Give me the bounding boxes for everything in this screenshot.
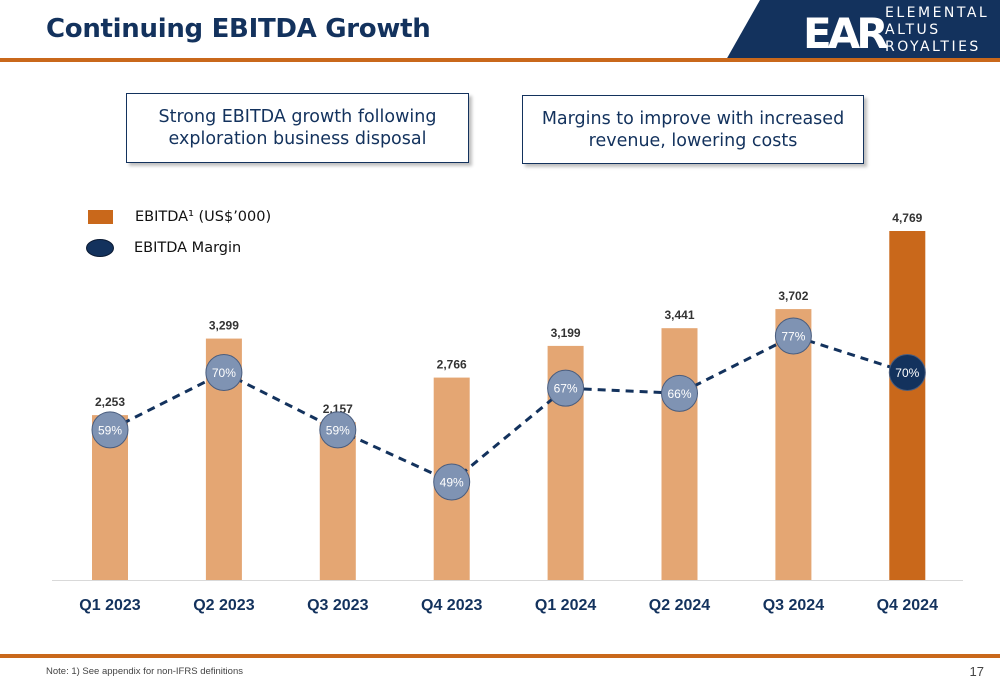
bar-value-label: 3,702 [778,289,808,303]
bar-value-label: 2,157 [323,402,353,416]
x-tick-label: Q3 2024 [763,597,824,614]
margin-value-label: 49% [440,476,464,490]
logo-wordmark: ELEMENTAL ALTUS ROYALTIES [885,5,989,56]
bar-value-label: 3,299 [209,319,239,333]
margin-marker [433,463,471,501]
margin-value-label: 70% [212,366,236,380]
ebitda-chart: 2,253 3,299 2,157 2,766 3,199 3,441 3,702 4,769… [52,211,963,614]
margin-marker [774,317,812,355]
legend-swatch-dot [86,239,114,257]
bar-value-label: 4,769 [892,211,922,225]
bar-ebitda [889,231,926,580]
bar-value-label: 2,253 [95,395,125,409]
header-rule [0,58,1000,62]
margin-value-label: 77% [781,330,805,344]
bar-ebitda [319,422,356,580]
bar-value-label: 3,199 [551,326,581,340]
margin-line [109,334,908,484]
margin-value-label: 66% [667,387,691,401]
legend-label-ebitda: EBITDA¹ (US$’000) [135,209,272,225]
bar-value-label: 2,766 [437,358,467,372]
footer-rule [0,654,1000,658]
x-tick-label: Q4 2023 [421,597,482,614]
slide-title: Continuing EBITDA Growth [46,14,431,44]
x-tick-label: Q1 2023 [79,597,140,614]
margin-marker [661,374,698,412]
x-tick-label: Q4 2024 [877,597,938,614]
legend-ebitda: EBITDA¹ (US$’000) [88,209,271,225]
margin-marker [319,411,357,449]
callout-margins: Margins to improve with increased revenu… [522,95,864,164]
x-tick-label: Q3 2023 [307,597,368,614]
margin-marker [205,354,243,391]
page-number: 17 [969,664,984,679]
x-tick-label: Q2 2023 [193,597,254,614]
bar-value-label: 3,441 [664,308,694,322]
legend-margin: EBITDA Margin [86,239,241,257]
margin-value-label: 59% [326,423,350,437]
logo-line: ROYALTIES [885,39,981,55]
legend-label-margin: EBITDA Margin [134,240,242,256]
footnote: Note: 1) See appendix for non-IFRS defin… [46,666,243,677]
callout-ebitda-growth: Strong EBITDA growth following explorati… [126,93,469,163]
margin-marker [547,369,585,407]
logo-line: ALTUS [885,22,941,38]
bar-ebitda [661,328,698,580]
margin-value-label: 67% [554,382,578,396]
x-tick-label: Q2 2024 [649,597,710,614]
margin-value-label: 70% [895,366,919,380]
logo-line: ELEMENTAL [885,5,990,21]
margin-marker [888,354,926,391]
x-tick-label: Q1 2024 [535,597,596,614]
legend-swatch-bar [88,210,113,224]
margin-value-label: 59% [98,423,122,437]
margin-marker [91,411,129,449]
